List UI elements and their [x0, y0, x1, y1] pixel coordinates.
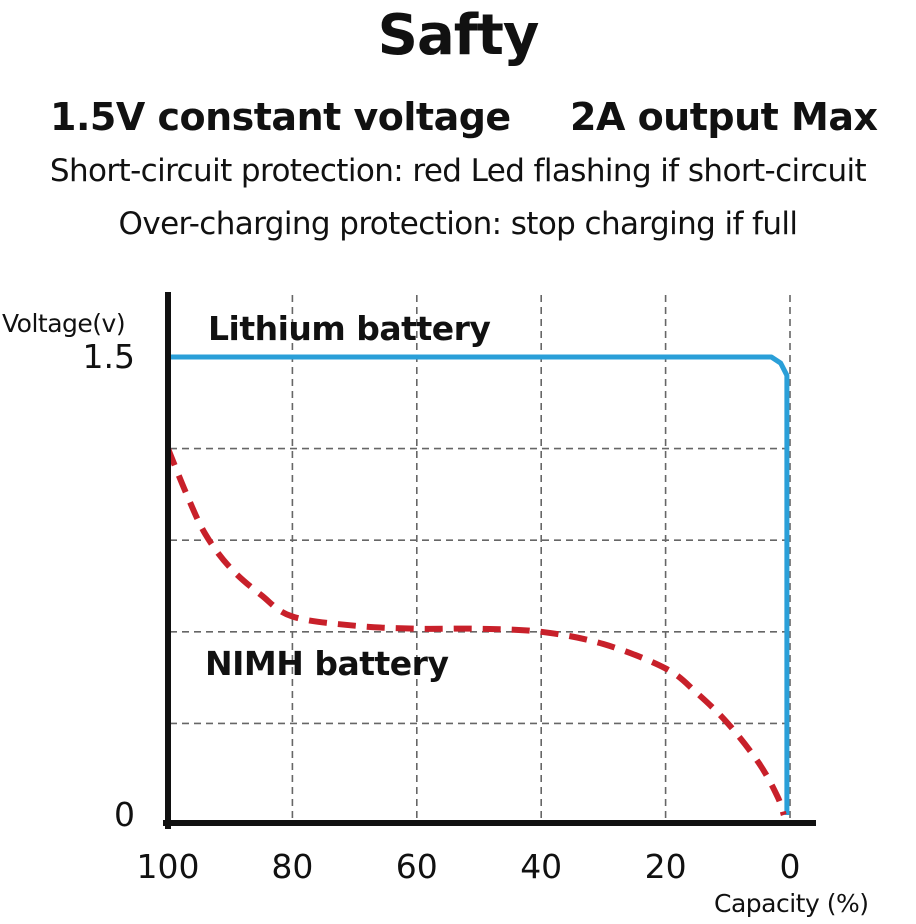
x-tick-label: 100: [137, 847, 200, 886]
series-line-nimh: [165, 447, 787, 816]
y-tick-label: 1.5: [83, 337, 135, 376]
x-tick-label: 80: [271, 847, 313, 886]
x-tick-label: 60: [396, 847, 438, 886]
chart-ticks: 100 80 60 40 20 0 1.5 0: [83, 337, 801, 886]
spec-voltage: 1.5V constant voltage: [50, 95, 511, 139]
y-tick-label: 0: [114, 795, 135, 834]
page-title: Safty: [377, 3, 540, 68]
x-tick-label: 20: [645, 847, 687, 886]
x-tick-label: 40: [520, 847, 562, 886]
chart-series: [165, 354, 790, 816]
x-tick-label: 0: [780, 847, 801, 886]
chart-axes: [163, 292, 816, 829]
spec-output: 2A output Max: [570, 95, 878, 139]
short-circuit-note: Short-circuit protection: red Led flashi…: [49, 153, 867, 189]
series-label-nimh: NIMH battery: [205, 644, 448, 683]
series-label-lithium: Lithium battery: [208, 309, 490, 348]
over-charging-note: Over-charging protection: stop charging …: [118, 206, 799, 242]
x-axis-title: Capacity (%): [714, 889, 868, 918]
voltage-capacity-chart: Voltage(v) Capacity (%) Lithium battery …: [2, 292, 869, 918]
y-axis-title: Voltage(v): [2, 309, 125, 338]
chart-labels: Voltage(v) Capacity (%) Lithium battery …: [2, 309, 869, 918]
chart-grid: [170, 295, 791, 823]
series-line-lithium: [168, 354, 790, 815]
